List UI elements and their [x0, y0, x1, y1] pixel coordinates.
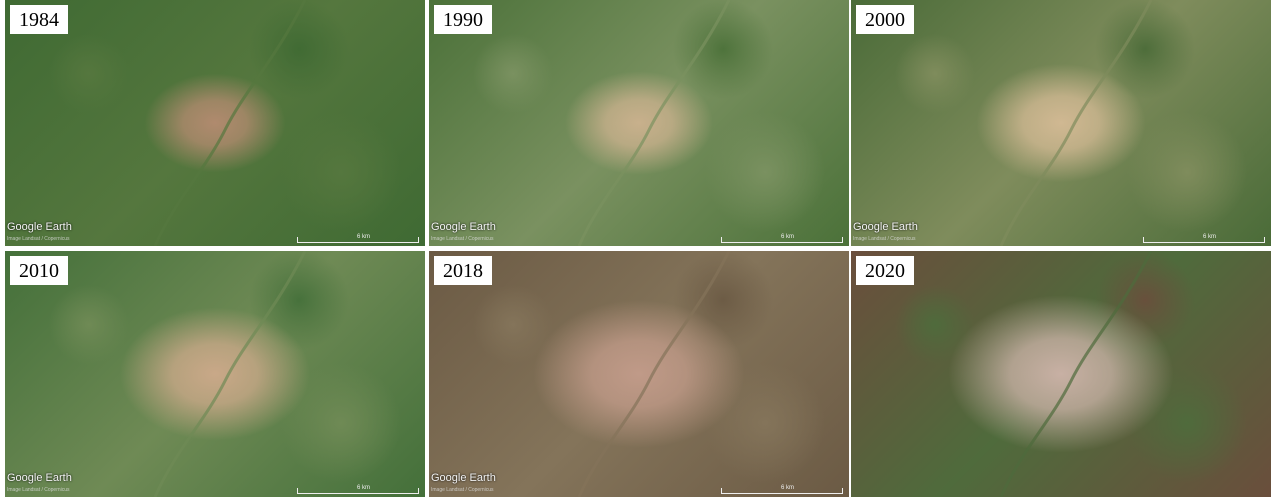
river [999, 0, 1153, 246]
google-earth-logo: Google Earth [431, 472, 496, 484]
scale-bar [297, 488, 419, 494]
river [577, 0, 731, 246]
scale-label: 6 km [780, 485, 794, 491]
year-label: 2020 [856, 256, 914, 285]
google-earth-logo: Google Earth [7, 221, 72, 233]
scale-label: 6 km [780, 234, 794, 240]
satellite-panel-2010: 2010 Google Earth Image Landsat / Copern… [5, 251, 425, 497]
google-earth-logo: Google Earth [431, 221, 496, 233]
satellite-panel-2000: 2000 Google Earth Image Landsat / Copern… [851, 0, 1271, 246]
satellite-panel-2018: 2018 Google Earth Image Landsat / Copern… [429, 251, 849, 497]
satellite-image [429, 251, 849, 497]
year-label: 2010 [10, 256, 68, 285]
scale-bar [721, 237, 843, 243]
scale-label: 6 km [1202, 234, 1216, 240]
scale-label: 6 km [356, 485, 370, 491]
river [577, 251, 731, 497]
google-earth-logo: Google Earth [7, 472, 72, 484]
image-credit: Image Landsat / Copernicus [431, 236, 494, 242]
image-credit: Image Landsat / Copernicus [7, 487, 70, 493]
year-label: 2000 [856, 5, 914, 34]
river [153, 251, 307, 497]
satellite-image [429, 0, 849, 246]
scale-bar [1143, 237, 1265, 243]
satellite-image [851, 251, 1271, 497]
satellite-panel-1990: 1990 Google Earth Image Landsat / Copern… [429, 0, 849, 246]
satellite-image [5, 0, 425, 246]
google-earth-logo: Google Earth [853, 221, 918, 233]
satellite-image [851, 0, 1271, 246]
year-label: 2018 [434, 256, 492, 285]
scale-label: 6 km [356, 234, 370, 240]
satellite-panel-2020: 2020 [851, 251, 1271, 497]
year-label: 1984 [10, 5, 68, 34]
image-credit: Image Landsat / Copernicus [431, 487, 494, 493]
image-credit: Image Landsat / Copernicus [853, 236, 916, 242]
satellite-image [5, 251, 425, 497]
satellite-panel-1984: 1984 Google Earth Image Landsat / Copern… [5, 0, 425, 246]
image-credit: Image Landsat / Copernicus [7, 236, 70, 242]
river [999, 251, 1153, 497]
scale-bar [721, 488, 843, 494]
year-label: 1990 [434, 5, 492, 34]
scale-bar [297, 237, 419, 243]
river [153, 0, 307, 246]
